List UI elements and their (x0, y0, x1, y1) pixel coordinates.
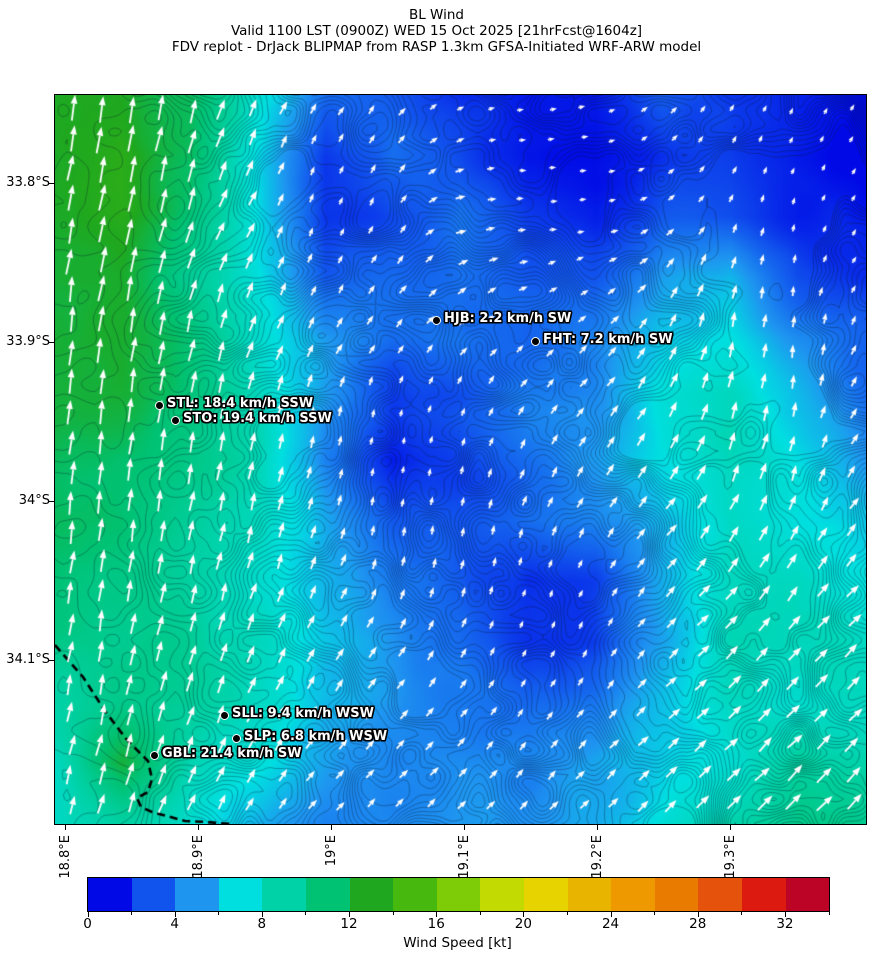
colorbar-tick-mark (610, 912, 612, 917)
station-label-sll: SLL: 9.4 km/h WSW (232, 706, 374, 721)
x-axis-tick-mark (198, 825, 199, 830)
colorbar-tick-mark (828, 912, 830, 915)
x-axis-tick-mark (464, 825, 465, 830)
colorbar-segment-22-24 (567, 878, 612, 911)
station-label-slp: SLP: 6.8 km/h WSW (244, 729, 388, 744)
y-axis-tick-label: 33.9°S (6, 334, 50, 349)
colorbar-tick-mark (566, 912, 568, 915)
colorbar-tick-mark (523, 912, 525, 917)
colorbar-tick-label: 16 (427, 916, 445, 932)
colorbar-tick-mark (784, 912, 786, 917)
y-axis-tick-mark (49, 660, 54, 661)
colorbar-tick-label: 24 (601, 916, 620, 932)
colorbar-segment-32-34 (785, 878, 830, 911)
x-axis-tick-mark (597, 825, 598, 830)
station-dot-gbl (150, 751, 159, 760)
station-dot-stl (155, 401, 164, 410)
chart-subtitle-model: FDV replot - DrJack BLIPMAP from RASP 1.… (171, 39, 702, 55)
chart-subtitle-valid-time: Valid 1100 LST (0900Z) WED 15 Oct 2025 [… (230, 23, 643, 39)
wind-map-canvas (55, 95, 866, 824)
colorbar-tick-mark (479, 912, 481, 915)
station-dot-sll (220, 711, 229, 720)
colorbar-tick-label: 20 (514, 916, 532, 932)
station-label-gbl: GBL: 21.4 km/h SW (162, 746, 302, 761)
y-axis-tick-mark (49, 501, 54, 502)
colorbar-segment-4-6 (175, 878, 219, 911)
colorbar-tick-label: 8 (257, 916, 267, 932)
x-axis-tick-label: 19.1°E (457, 835, 472, 879)
colorbar-segment-16-18 (436, 878, 481, 911)
x-axis-tick-label: 18.9°E (191, 835, 206, 879)
colorbar-segment-26-28 (654, 878, 699, 911)
colorbar-tick-mark (436, 912, 438, 917)
colorbar-tick-mark (261, 912, 263, 917)
colorbar-tick-mark (392, 912, 394, 915)
colorbar-segment-14-16 (393, 878, 437, 911)
station-dot-slp (232, 734, 241, 743)
colorbar-segment-10-12 (305, 878, 350, 911)
colorbar-segment-30-32 (741, 878, 786, 911)
colorbar-tick-mark (87, 912, 89, 917)
y-axis-tick-label: 34.1°S (6, 652, 50, 667)
y-axis-tick-mark (49, 183, 54, 184)
colorbar-segment-8-10 (262, 878, 306, 911)
colorbar-tick-label: 4 (170, 916, 179, 932)
colorbar (87, 877, 830, 912)
station-label-fht: FHT: 7.2 km/h SW (543, 332, 673, 347)
colorbar-tick-mark (349, 912, 351, 917)
map-plot-area (54, 94, 867, 825)
x-axis-tick-label: 19°E (324, 835, 339, 867)
colorbar-segment-0-2 (88, 878, 132, 911)
y-axis-tick-label: 34°S (18, 493, 50, 508)
station-label-stl: STL: 18.4 km/h SSW (167, 396, 314, 411)
x-axis-tick-mark (730, 825, 731, 830)
colorbar-axis-label: Wind Speed [kt] (403, 935, 512, 951)
y-axis-tick-label: 33.8°S (6, 175, 50, 190)
x-axis-tick-label: 18.8°E (58, 835, 73, 879)
title-block: BL Wind Valid 1100 LST (0900Z) WED 15 Oc… (0, 7, 873, 55)
colorbar-tick-mark (654, 912, 656, 915)
x-axis-tick-mark (65, 825, 66, 830)
station-dot-fht (531, 337, 540, 346)
colorbar-tick-mark (131, 912, 133, 915)
chart-title: BL Wind (408, 7, 464, 23)
colorbar-tick-label: 12 (340, 916, 358, 932)
x-axis-tick-mark (331, 825, 332, 830)
colorbar-segment-2-4 (131, 878, 176, 911)
colorbar-tick-mark (697, 912, 699, 917)
station-dot-hjb (432, 316, 441, 325)
colorbar-tick-label: 0 (83, 916, 92, 932)
colorbar-segment-28-30 (698, 878, 742, 911)
colorbar-segment-20-22 (523, 878, 568, 911)
colorbar-segment-6-8 (218, 878, 263, 911)
x-axis-tick-label: 19.3°E (723, 835, 738, 879)
colorbar-tick-mark (174, 912, 176, 917)
colorbar-tick-label: 28 (689, 916, 707, 932)
station-dot-sto (171, 416, 180, 425)
colorbar-segment-24-26 (611, 878, 655, 911)
colorbar-tick-mark (218, 912, 220, 915)
station-label-hjb: HJB: 2.2 km/h SW (444, 311, 572, 326)
x-axis-tick-label: 19.2°E (590, 835, 605, 879)
colorbar-segment-18-20 (480, 878, 524, 911)
colorbar-tick-mark (741, 912, 743, 915)
station-label-sto: STO: 19.4 km/h SSW (183, 411, 332, 426)
y-axis-tick-mark (49, 342, 54, 343)
colorbar-segment-12-14 (349, 878, 394, 911)
colorbar-tick-mark (305, 912, 307, 915)
colorbar-tick-label: 32 (776, 916, 794, 932)
